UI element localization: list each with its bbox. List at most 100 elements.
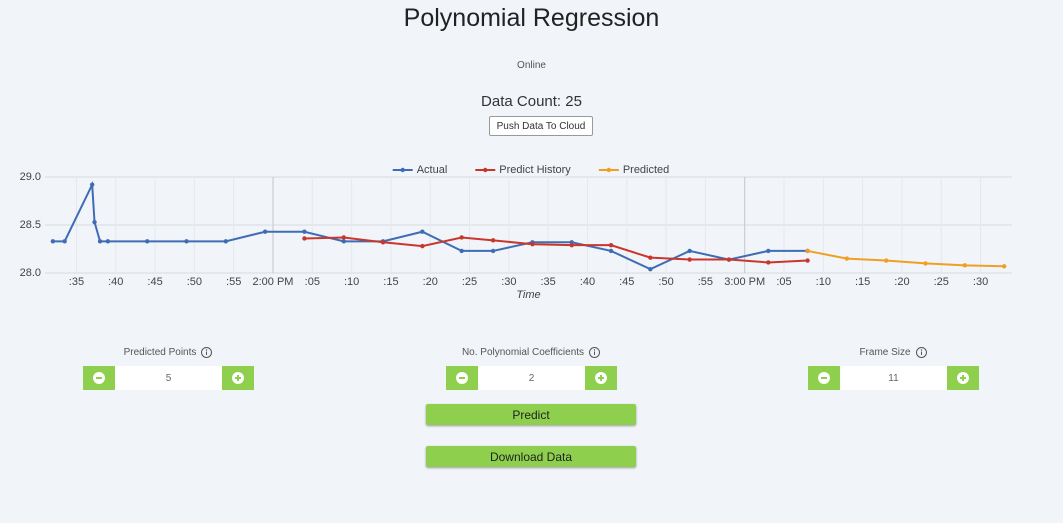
data-point (50, 239, 56, 244)
data-point (341, 239, 346, 244)
data-count: Data Count: 25 (481, 93, 582, 110)
info-icon (589, 347, 601, 358)
icon (93, 372, 105, 384)
control-label-text: No. Polynomial Coefficients (461, 347, 585, 359)
data-point (223, 239, 229, 244)
data-point (608, 248, 614, 254)
data-point (962, 263, 968, 268)
info-glyph (920, 349, 922, 355)
legend-label: Actual (417, 164, 448, 176)
data-point (884, 258, 889, 263)
data-point (89, 182, 95, 187)
x-tick-label: :15 (383, 276, 398, 288)
legend: Actual Predict History Predicted (392, 164, 669, 176)
x-tick-label: :50 (187, 276, 202, 288)
decrement-button[interactable] (83, 366, 115, 390)
x-tick-label: :30 (501, 276, 516, 288)
data-point (92, 219, 97, 225)
data-point (459, 248, 464, 254)
series-line (807, 249, 1005, 268)
data-point (608, 242, 614, 248)
x-tick-label: :45 (619, 276, 634, 288)
x-tick-label: :55 (226, 276, 241, 288)
series-line (52, 180, 808, 271)
x-tick-label: 3:00 PM (724, 276, 765, 288)
data-point (1001, 264, 1007, 269)
x-tick-label: :10 (816, 276, 831, 288)
stepper-value[interactable]: 5 (115, 366, 222, 390)
increment-button[interactable] (222, 366, 254, 390)
control-label: Predicted Points (18, 347, 318, 358)
x-tick-label: :40 (580, 276, 595, 288)
data-point (380, 240, 386, 245)
x-tick-label: :35 (69, 276, 84, 288)
legend-marker (400, 167, 405, 173)
download-button[interactable]: Download Data (426, 446, 636, 467)
stepper-value[interactable]: 2 (478, 366, 585, 390)
data-point (302, 229, 307, 234)
decrement-button[interactable] (446, 366, 478, 390)
x-tick-label: 2:00 PM (253, 276, 294, 288)
push-button[interactable]: Push Data To Cloud (489, 116, 593, 136)
increment-button[interactable] (585, 366, 617, 390)
x-tick-label: :40 (108, 276, 123, 288)
data-point (844, 256, 850, 261)
control-label: No. Polynomial Coefficients (381, 347, 681, 358)
data-point (687, 257, 692, 262)
data-point (490, 238, 496, 243)
data-point (805, 248, 810, 254)
data-point (105, 239, 111, 244)
info-glyph (206, 349, 208, 355)
icon (456, 372, 468, 384)
legend-label: Predict History (499, 164, 571, 176)
legend-marker (483, 167, 488, 173)
x-axis-title: Time (516, 289, 540, 301)
x-tick-label: :10 (344, 276, 359, 288)
data-point (569, 242, 574, 248)
icon (595, 372, 607, 384)
data-point (766, 248, 771, 254)
data-point (648, 255, 653, 260)
data-point (459, 235, 464, 240)
x-tick-label: :25 (934, 276, 949, 288)
series-line (304, 236, 808, 264)
data-point (184, 239, 189, 244)
decrement-button[interactable] (808, 366, 840, 390)
stepper: 5 (83, 366, 254, 390)
increment-button[interactable] (947, 366, 979, 390)
x-tick-label: :30 (973, 276, 988, 288)
data-point (805, 258, 810, 263)
data-point (420, 243, 425, 249)
x-tick-label: :05 (305, 276, 320, 288)
legend-marker (606, 167, 612, 173)
data-point (648, 266, 653, 272)
chart: 28.0 28.5 29.0:35:40:45:50:55 2:00 PM:05:10… (20, 164, 1012, 301)
stepper: 2 (446, 366, 617, 390)
data-point (262, 229, 268, 234)
data-point (490, 248, 496, 254)
data-point (766, 260, 771, 265)
legend-label: Predicted (623, 164, 669, 176)
x-tick-label: :45 (147, 276, 162, 288)
info-glyph (593, 349, 596, 355)
control-label-text: Predicted Points (123, 347, 197, 359)
info-icon (201, 347, 213, 358)
predict-button[interactable]: Predict (426, 404, 636, 425)
stepper: 11 (808, 366, 979, 390)
control-label: Frame Size (743, 347, 1043, 358)
x-tick-label: :50 (658, 276, 673, 288)
x-tick-label: :05 (776, 276, 791, 288)
data-point (530, 242, 535, 247)
data-point (420, 229, 425, 234)
icon (232, 372, 244, 384)
data-point (341, 235, 346, 240)
stepper-value[interactable]: 11 (840, 366, 947, 390)
data-point (97, 239, 103, 244)
y-tick-label: 28.5 (20, 219, 41, 231)
x-tick-label: :15 (855, 276, 870, 288)
icon (818, 372, 830, 384)
data-point (302, 236, 307, 241)
data-point (923, 261, 928, 266)
x-tick-label: :35 (541, 276, 556, 288)
